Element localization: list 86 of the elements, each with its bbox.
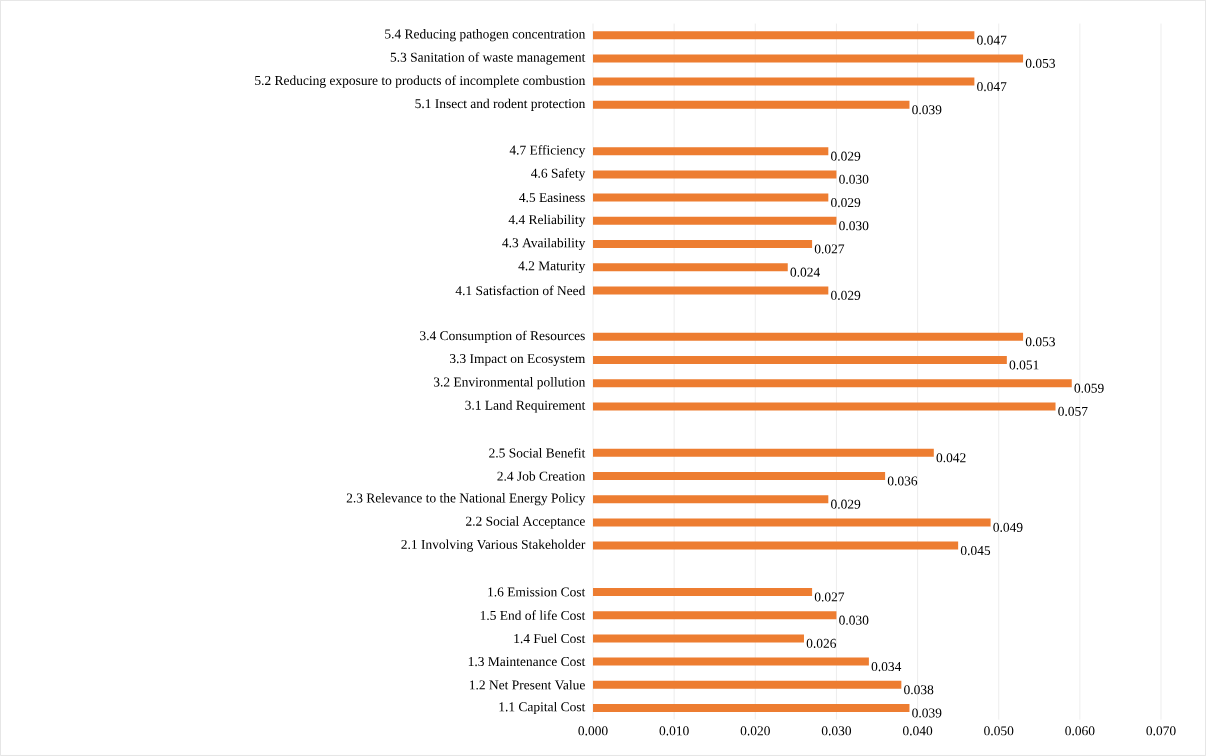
bar <box>593 31 975 40</box>
y-tick-label: 4.3 Availability <box>502 237 586 251</box>
data-label: 0.027 <box>814 592 845 602</box>
x-tick-label: 0.010 <box>659 726 689 736</box>
data-label: 0.029 <box>831 499 861 509</box>
data-label: 0.030 <box>839 174 869 184</box>
y-tick-label: 1.5 End of life Cost <box>480 610 586 621</box>
bar <box>593 471 886 480</box>
y-tick-label: 4.6 Safety <box>531 168 586 181</box>
y-tick-label: 5.2 Reducing exposure to products of incomplete combustion <box>255 75 586 88</box>
y-tick-label: 1.6 Emission Cost <box>488 587 586 597</box>
bar <box>593 100 910 109</box>
y-tick-label: 2.3 Relevance to the National Energy Policy <box>346 493 586 506</box>
x-tick-label: 0.040 <box>902 726 933 736</box>
y-tick-label: 5.1 Insect and rodent protection <box>415 98 586 111</box>
data-label: 0.029 <box>831 151 861 161</box>
data-label: 0.045 <box>960 546 991 556</box>
y-tick-label: 3.1 Land Requirement <box>465 400 586 413</box>
y-tick-label: 3.2 Environmental pollution <box>433 377 586 390</box>
y-tick-label: 1.3 Maintenance Cost <box>468 657 586 667</box>
bar <box>593 286 829 295</box>
x-tick-label: 0.070 <box>1146 726 1176 736</box>
y-tick-label: 1.1 Capital Cost <box>499 701 586 715</box>
bar <box>593 402 1056 411</box>
y-tick-label: 4.7 Efficiency <box>509 145 586 158</box>
data-label: 0.029 <box>831 198 861 208</box>
y-tick-label: 1.4 Fuel Cost <box>514 633 586 644</box>
bar <box>593 541 959 550</box>
bar <box>593 263 788 272</box>
bar <box>593 657 869 666</box>
data-label: 0.051 <box>1009 360 1039 370</box>
x-tick-label: 0.030 <box>821 726 852 736</box>
data-label: 0.047 <box>977 82 1007 92</box>
data-label: 0.029 <box>831 290 861 300</box>
data-label: 0.042 <box>936 453 966 463</box>
y-tick-label: 2.4 Job Creation <box>497 471 586 481</box>
data-label: 0.034 <box>871 662 902 672</box>
bar <box>593 54 1024 63</box>
data-label: 0.053 <box>1025 58 1056 68</box>
y-tick-label: 2.2 Social Acceptance <box>466 516 585 529</box>
bar <box>593 147 829 156</box>
x-tick-label: 0.050 <box>984 726 1014 736</box>
data-label: 0.030 <box>839 221 869 231</box>
data-label: 0.027 <box>814 244 845 254</box>
bar <box>593 518 991 527</box>
bar <box>593 680 902 689</box>
x-tick-label: 0.000 <box>578 726 608 736</box>
bar <box>593 239 813 248</box>
data-label: 0.053 <box>1025 337 1056 347</box>
x-tick-label: 0.020 <box>740 726 770 736</box>
bar <box>593 216 837 225</box>
data-label: 0.059 <box>1074 383 1104 393</box>
bar <box>593 170 837 179</box>
y-tick-label: 4.4 Reliability <box>508 214 586 227</box>
data-label: 0.039 <box>912 708 942 718</box>
data-label: 0.030 <box>839 615 869 625</box>
y-tick-label: 4.2 Maturity <box>518 261 586 274</box>
y-tick-label: 4.1 Satisfaction of Need <box>455 285 586 296</box>
bar <box>593 634 804 643</box>
bar <box>593 448 934 457</box>
y-tick-label: 3.4 Consumption of Resources <box>420 330 585 343</box>
data-label: 0.024 <box>790 267 820 277</box>
data-label: 0.057 <box>1058 406 1088 416</box>
y-tick-label: 1.2 Net Present Value <box>469 680 585 690</box>
data-label: 0.039 <box>912 105 942 115</box>
data-label: 0.049 <box>993 522 1023 532</box>
bar <box>593 77 975 86</box>
bar <box>593 332 1024 341</box>
y-tick-label: 2.1 Involving Various Stakeholder <box>401 539 586 552</box>
bar <box>593 495 829 504</box>
x-tick-label: 0.060 <box>1065 726 1095 736</box>
bar <box>593 355 1007 364</box>
data-label: 0.047 <box>977 35 1007 45</box>
y-tick-label: 3.3 Impact on Ecosystem <box>450 354 586 366</box>
bar <box>593 587 813 596</box>
y-tick-label: 4.5 Easiness <box>519 193 585 203</box>
bar <box>593 703 910 712</box>
bar <box>593 611 837 620</box>
y-tick-label: 5.3 Sanitation of waste management <box>390 52 586 65</box>
data-label: 0.036 <box>887 476 918 486</box>
data-label: 0.038 <box>904 685 934 695</box>
data-label: 0.026 <box>806 638 837 648</box>
bar <box>593 193 829 202</box>
bar <box>593 379 1072 388</box>
y-tick-label: 2.5 Social Benefit <box>489 447 586 458</box>
y-tick-label: 5.4 Reducing pathogen concentration <box>385 29 586 42</box>
